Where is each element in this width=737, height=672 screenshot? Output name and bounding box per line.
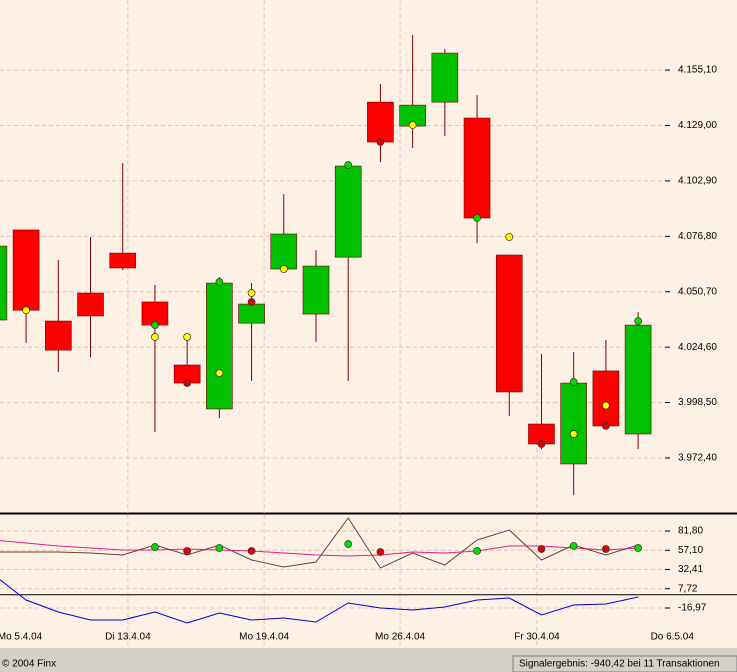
copyright: © 2004 Finx bbox=[2, 659, 56, 670]
signal-dot bbox=[183, 547, 191, 555]
indicator-line bbox=[0, 540, 639, 557]
candle-body bbox=[560, 382, 587, 465]
signal-dot bbox=[183, 333, 191, 341]
candle-body bbox=[45, 320, 72, 351]
x-tick-label: Mo 5.4.04 bbox=[0, 632, 43, 643]
signal-dot bbox=[569, 430, 578, 438]
signal-dot bbox=[247, 547, 256, 555]
y-tick-label: 4.155,10 bbox=[678, 65, 717, 76]
signal-dot bbox=[376, 138, 385, 146]
signal-dot bbox=[344, 161, 353, 169]
x-tick-label: Do 6.5.04 bbox=[651, 632, 695, 643]
signal-dot bbox=[376, 548, 385, 556]
signal-dot bbox=[151, 333, 159, 341]
result-box bbox=[512, 655, 737, 672]
signal-dot bbox=[183, 379, 191, 387]
candle-body bbox=[463, 117, 491, 219]
x-tick-label: Mo 19.4.04 bbox=[239, 632, 289, 643]
y-tick-label: 32,41 bbox=[678, 564, 703, 575]
x-tick-label: Fr 30.4.04 bbox=[514, 632, 560, 643]
result: Signalergebnis: -940,42 bei 11 Transakti… bbox=[519, 659, 720, 670]
candle-body bbox=[334, 165, 362, 258]
candle-body bbox=[109, 252, 137, 269]
signal-dot bbox=[279, 265, 288, 273]
y-tick-label: 3.972,40 bbox=[678, 453, 717, 464]
candle-body bbox=[302, 265, 330, 315]
candle-body bbox=[77, 292, 104, 317]
signal-dot bbox=[602, 422, 610, 430]
axes: 3.972,40 3.998,50 4.024,60 4.050,70 4.076,80… bbox=[0, 65, 717, 643]
signal-dot bbox=[344, 540, 353, 548]
signal-dot bbox=[569, 378, 578, 386]
candle-body bbox=[12, 229, 40, 311]
y-tick-label: 4.129,00 bbox=[678, 120, 717, 131]
signal-dot bbox=[151, 321, 159, 329]
signal-dot bbox=[215, 369, 224, 377]
signal-dot bbox=[634, 317, 642, 325]
signal-dot bbox=[569, 542, 578, 550]
candle-body bbox=[431, 52, 459, 103]
candle-body bbox=[495, 254, 523, 393]
signal-dot bbox=[22, 306, 30, 315]
signal-dot bbox=[602, 401, 610, 410]
indicator-line bbox=[0, 517, 639, 569]
candle-body bbox=[206, 282, 233, 410]
y-tick-label: 4.024,60 bbox=[678, 342, 717, 353]
signal-dot bbox=[634, 544, 642, 552]
signal-dot bbox=[215, 278, 224, 286]
signal-dot bbox=[151, 543, 159, 551]
signal-dot bbox=[473, 214, 481, 222]
y-tick-label: 4.050,70 bbox=[678, 286, 717, 297]
y-tick-label: 4.102,90 bbox=[678, 176, 717, 187]
candle-body bbox=[367, 101, 394, 143]
signal-dot bbox=[537, 545, 546, 553]
signal-dot bbox=[408, 121, 417, 129]
indicator-line bbox=[0, 579, 639, 624]
candle-body bbox=[592, 370, 620, 427]
x-tick-label: Mo 26.4.04 bbox=[375, 632, 425, 643]
signal-dot bbox=[215, 544, 224, 552]
y-tick-label: 57,10 bbox=[678, 545, 703, 556]
signal-dot bbox=[537, 440, 546, 448]
y-tick-label: 7,72 bbox=[678, 583, 698, 594]
signal-dot bbox=[505, 233, 514, 241]
y-tick-label: 81,80 bbox=[678, 526, 703, 537]
y-tick-label: -16,97 bbox=[678, 603, 707, 614]
signal-dot bbox=[247, 298, 256, 306]
x-tick-label: Di 13.4.04 bbox=[105, 632, 151, 643]
candle-body bbox=[238, 303, 265, 324]
signal-dot bbox=[247, 289, 256, 297]
y-tick-label: 3.998,50 bbox=[678, 397, 717, 408]
y-tick-label: 4.076,80 bbox=[678, 231, 717, 242]
indicator-panel bbox=[0, 515, 737, 645]
signal-dot bbox=[602, 545, 610, 553]
price-panel bbox=[0, 0, 665, 513]
candle-body bbox=[0, 245, 8, 321]
plot-background bbox=[0, 0, 737, 648]
candle-body bbox=[624, 324, 652, 435]
candle-body bbox=[270, 233, 298, 270]
signal-dot bbox=[473, 547, 481, 555]
